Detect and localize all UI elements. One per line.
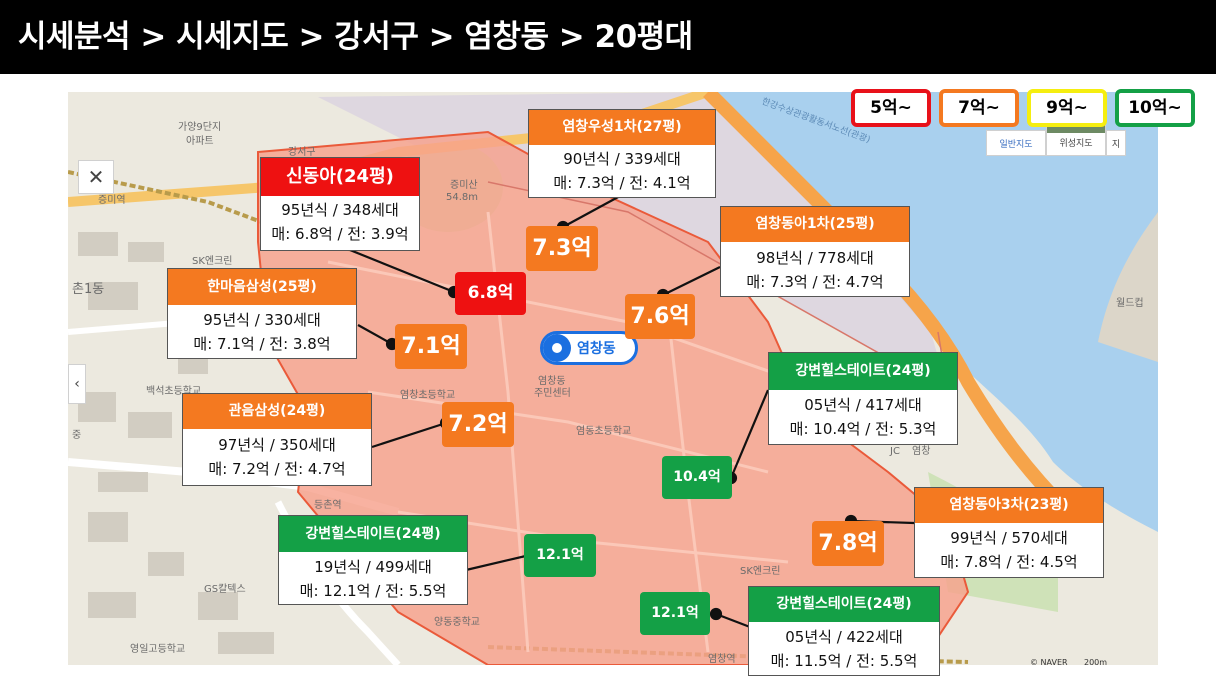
- close-icon[interactable]: ✕: [78, 160, 114, 194]
- complex-name: 강변힐스테이트(24평): [769, 353, 957, 390]
- complex-info: 97년식 / 350세대: [218, 436, 336, 454]
- place-label: 백석초등학교: [146, 386, 202, 397]
- complex-card[interactable]: 염창동아1차(25평) 98년식 / 778세대 매: 7.3억 / 전: 4.…: [720, 206, 910, 297]
- complex-card[interactable]: 신동아(24평) 95년식 / 348세대 매: 6.8억 / 전: 3.9억: [260, 157, 420, 251]
- complex-card[interactable]: 강변힐스테이트(24평) 19년식 / 499세대 매: 12.1억 / 전: …: [278, 515, 468, 605]
- complex-name-prefix: 염창: [949, 497, 976, 513]
- place-label: 월드컵: [1116, 298, 1144, 309]
- complex-info: 95년식 / 348세대: [281, 201, 399, 219]
- complex-name: 신동아(24평): [261, 158, 419, 196]
- place-label: JC: [890, 446, 900, 457]
- complex-name: 한마음삼성(25평): [168, 269, 356, 305]
- price-marker[interactable]: 10.4억: [662, 456, 732, 499]
- complex-info: 95년식 / 330세대: [203, 311, 321, 329]
- more-map-button[interactable]: 지: [1106, 130, 1126, 156]
- complex-card[interactable]: 강변힐스테이트(24평) 05년식 / 422세대 매: 11.5억 / 전: …: [748, 586, 940, 676]
- complex-card[interactable]: 염창동아3차(23평) 99년식 / 570세대 매: 7.8억 / 전: 4.…: [914, 487, 1104, 578]
- complex-name-row: 염창동아1차(25평): [721, 207, 909, 242]
- complex-price-info: 매: 11.5억 / 전: 5.5억: [770, 652, 918, 670]
- complex-info: 05년식 / 422세대: [785, 628, 903, 646]
- price-marker[interactable]: 7.6억: [625, 294, 695, 339]
- place-label: 아파트: [186, 136, 214, 147]
- place-label: 염창: [912, 446, 931, 457]
- map-scale: 200m: [1084, 658, 1108, 665]
- map-attribution: © NAVER: [1030, 658, 1068, 665]
- place-label: 가양9단지: [178, 122, 222, 133]
- price-marker[interactable]: 7.2억: [442, 402, 514, 447]
- complex-card[interactable]: 관음삼성(24평) 97년식 / 350세대 매: 7.2억 / 전: 4.7억: [182, 393, 372, 486]
- complex-name: 관음삼성(24평): [183, 394, 371, 429]
- complex-name-prefix: 염창: [755, 216, 782, 232]
- complex-price-info: 매: 12.1억 / 전: 5.5억: [299, 582, 447, 600]
- complex-name: 동아1차(25평): [781, 216, 875, 232]
- complex-name: 강변힐스테이트(24평): [279, 516, 467, 552]
- place-label: 영일고등학교: [130, 644, 186, 655]
- complex-name: 우성1차(27평): [588, 119, 682, 135]
- satellite-label: 위성지도: [1047, 133, 1105, 155]
- place-label: 증미산: [450, 180, 478, 191]
- complex-price-info: 매: 7.3억 / 전: 4.1억: [553, 174, 691, 192]
- complex-price-info: 매: 7.2억 / 전: 4.7억: [208, 460, 346, 478]
- complex-info: 98년식 / 778세대: [756, 249, 874, 267]
- complex-price-info: 매: 7.1억 / 전: 3.8억: [193, 335, 331, 353]
- price-marker[interactable]: 7.8억: [812, 521, 884, 566]
- complex-name-prefix: 염창: [562, 119, 589, 135]
- chevron-left-icon[interactable]: ‹: [68, 364, 86, 404]
- price-marker[interactable]: 12.1억: [524, 534, 596, 577]
- place-label: 염창초등학교: [400, 390, 456, 401]
- buildings-west: [78, 232, 274, 654]
- complex-info: 90년식 / 339세대: [563, 150, 681, 168]
- place-label: 증미역: [98, 195, 126, 206]
- complex-info: 05년식 / 417세대: [804, 396, 922, 414]
- pin-label: 염창동: [577, 341, 616, 357]
- place-label: 주민센터: [534, 388, 571, 399]
- location-pin[interactable]: 염창동: [540, 331, 638, 365]
- complex-name-row: 염창우성1차(27평): [529, 110, 715, 145]
- place-label: 54.8m: [446, 192, 479, 203]
- legend-item-5: 5억~: [851, 89, 931, 127]
- road-olympic: [703, 92, 1073, 517]
- map-pin-icon: [543, 334, 571, 362]
- complex-name: 동아3차(23평): [975, 497, 1069, 513]
- place-label: 강서구: [288, 147, 316, 158]
- place-label: 염동초등학교: [576, 426, 632, 437]
- place-label: 양동중학교: [434, 617, 480, 628]
- place-label: 중: [72, 430, 82, 441]
- right-bank: [1098, 212, 1158, 362]
- complex-price-info: 매: 10.4억 / 전: 5.3억: [789, 420, 937, 438]
- legend-item-7: 7억~: [939, 89, 1019, 127]
- place-label: 촌1동: [72, 282, 105, 297]
- normal-map-button[interactable]: 일반지도: [986, 130, 1046, 156]
- complex-card[interactable]: 강변힐스테이트(24평) 05년식 / 417세대 매: 10.4억 / 전: …: [768, 352, 958, 445]
- complex-info: 99년식 / 570세대: [950, 529, 1068, 547]
- price-marker[interactable]: 7.3억: [526, 226, 598, 271]
- price-marker[interactable]: 6.8억: [455, 272, 526, 315]
- complex-card[interactable]: 염창우성1차(27평) 90년식 / 339세대 매: 7.3억 / 전: 4.…: [528, 109, 716, 198]
- legend-item-10: 10억~: [1115, 89, 1195, 127]
- complex-card[interactable]: 한마음삼성(25평) 95년식 / 330세대 매: 7.1억 / 전: 3.8…: [167, 268, 357, 359]
- place-label: 염창역: [708, 654, 736, 665]
- complex-price-info: 매: 7.3억 / 전: 4.7억: [746, 273, 884, 291]
- legend-item-9: 9억~: [1027, 89, 1107, 127]
- place-label: 염창동: [538, 376, 566, 387]
- complex-price-info: 매: 7.8억 / 전: 4.5억: [940, 553, 1078, 571]
- complex-info: 19년식 / 499세대: [314, 558, 432, 576]
- price-marker[interactable]: 7.1억: [395, 324, 467, 369]
- place-label: SK엔크린: [192, 256, 233, 267]
- complex-name: 강변힐스테이트(24평): [749, 587, 939, 622]
- complex-price-info: 매: 6.8억 / 전: 3.9억: [271, 225, 409, 243]
- page-title: 시세분석 > 시세지도 > 강서구 > 염창동 > 20평대: [0, 0, 1216, 74]
- place-label: GS칼텍스: [204, 584, 246, 595]
- price-marker[interactable]: 12.1억: [640, 592, 710, 635]
- complex-name-row: 염창동아3차(23평): [915, 488, 1103, 523]
- place-label: SK엔크린: [740, 566, 781, 577]
- place-label: 등촌역: [314, 500, 342, 511]
